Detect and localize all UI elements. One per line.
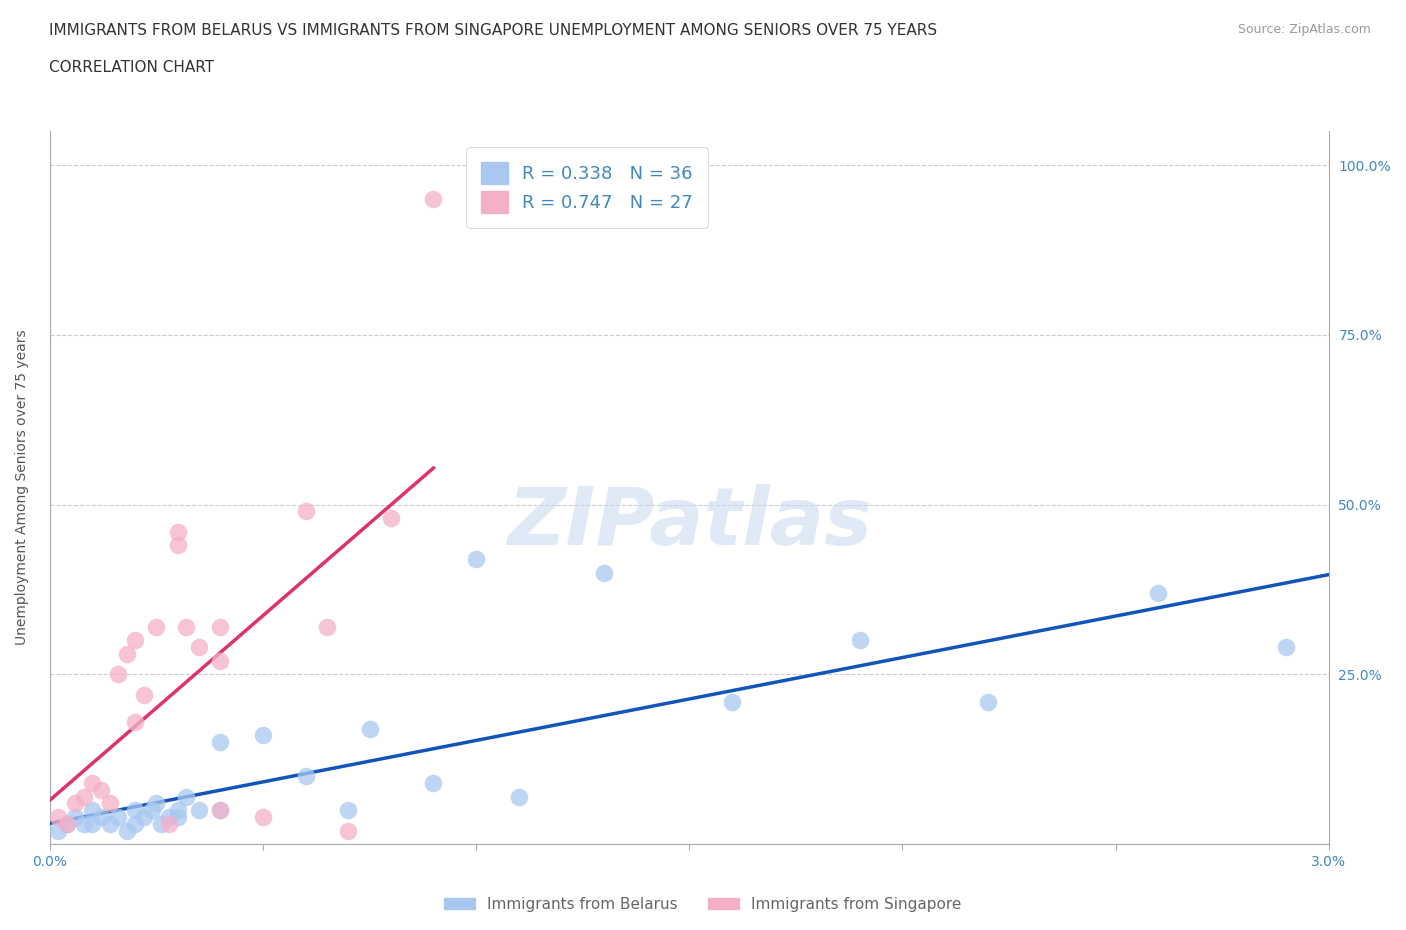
Point	[721, 694, 744, 709]
Point	[337, 803, 360, 817]
Point	[82, 817, 104, 831]
Point	[209, 619, 232, 634]
Legend: R = 0.338   N = 36, R = 0.747   N = 27: R = 0.338 N = 36, R = 0.747 N = 27	[467, 148, 707, 228]
Point	[56, 817, 79, 831]
Text: ZIPatlas: ZIPatlas	[506, 485, 872, 563]
Point	[166, 538, 188, 552]
Point	[1147, 586, 1170, 601]
Point	[107, 809, 129, 824]
Text: Source: ZipAtlas.com: Source: ZipAtlas.com	[1237, 23, 1371, 36]
Point	[422, 192, 444, 206]
Point	[98, 817, 121, 831]
Point	[48, 809, 70, 824]
Point	[124, 803, 146, 817]
Point	[124, 633, 146, 648]
Point	[82, 803, 104, 817]
Point	[115, 823, 138, 838]
Point	[294, 504, 316, 519]
Point	[316, 619, 339, 634]
Point	[1275, 640, 1298, 655]
Point	[107, 667, 129, 682]
Point	[174, 790, 197, 804]
Point	[166, 803, 188, 817]
Point	[174, 619, 197, 634]
Point	[593, 565, 616, 580]
Point	[337, 823, 360, 838]
Point	[82, 776, 104, 790]
Point	[188, 803, 211, 817]
Point	[73, 817, 96, 831]
Point	[252, 809, 274, 824]
Point	[465, 551, 488, 566]
Point	[132, 687, 155, 702]
Point	[166, 525, 188, 539]
Text: IMMIGRANTS FROM BELARUS VS IMMIGRANTS FROM SINGAPORE UNEMPLOYMENT AMONG SENIORS : IMMIGRANTS FROM BELARUS VS IMMIGRANTS FR…	[49, 23, 938, 38]
Text: CORRELATION CHART: CORRELATION CHART	[49, 60, 214, 75]
Point	[48, 823, 70, 838]
Point	[124, 714, 146, 729]
Point	[848, 633, 870, 648]
Point	[157, 809, 180, 824]
Point	[209, 803, 232, 817]
Y-axis label: Unemployment Among Seniors over 75 years: Unemployment Among Seniors over 75 years	[15, 330, 30, 645]
Point	[132, 809, 155, 824]
Point	[149, 817, 172, 831]
Point	[141, 803, 163, 817]
Point	[157, 817, 180, 831]
Point	[115, 646, 138, 661]
Point	[422, 776, 444, 790]
Point	[188, 640, 211, 655]
Point	[209, 803, 232, 817]
Point	[145, 619, 167, 634]
Point	[359, 722, 381, 737]
Point	[98, 796, 121, 811]
Point	[209, 735, 232, 750]
Point	[976, 694, 998, 709]
Point	[65, 796, 87, 811]
Point	[56, 817, 79, 831]
Point	[252, 728, 274, 743]
Point	[209, 654, 232, 669]
Point	[294, 769, 316, 784]
Legend: Immigrants from Belarus, Immigrants from Singapore: Immigrants from Belarus, Immigrants from…	[439, 891, 967, 918]
Point	[508, 790, 530, 804]
Point	[90, 782, 112, 797]
Point	[380, 511, 402, 525]
Point	[124, 817, 146, 831]
Point	[90, 809, 112, 824]
Point	[65, 809, 87, 824]
Point	[73, 790, 96, 804]
Point	[166, 809, 188, 824]
Point	[145, 796, 167, 811]
